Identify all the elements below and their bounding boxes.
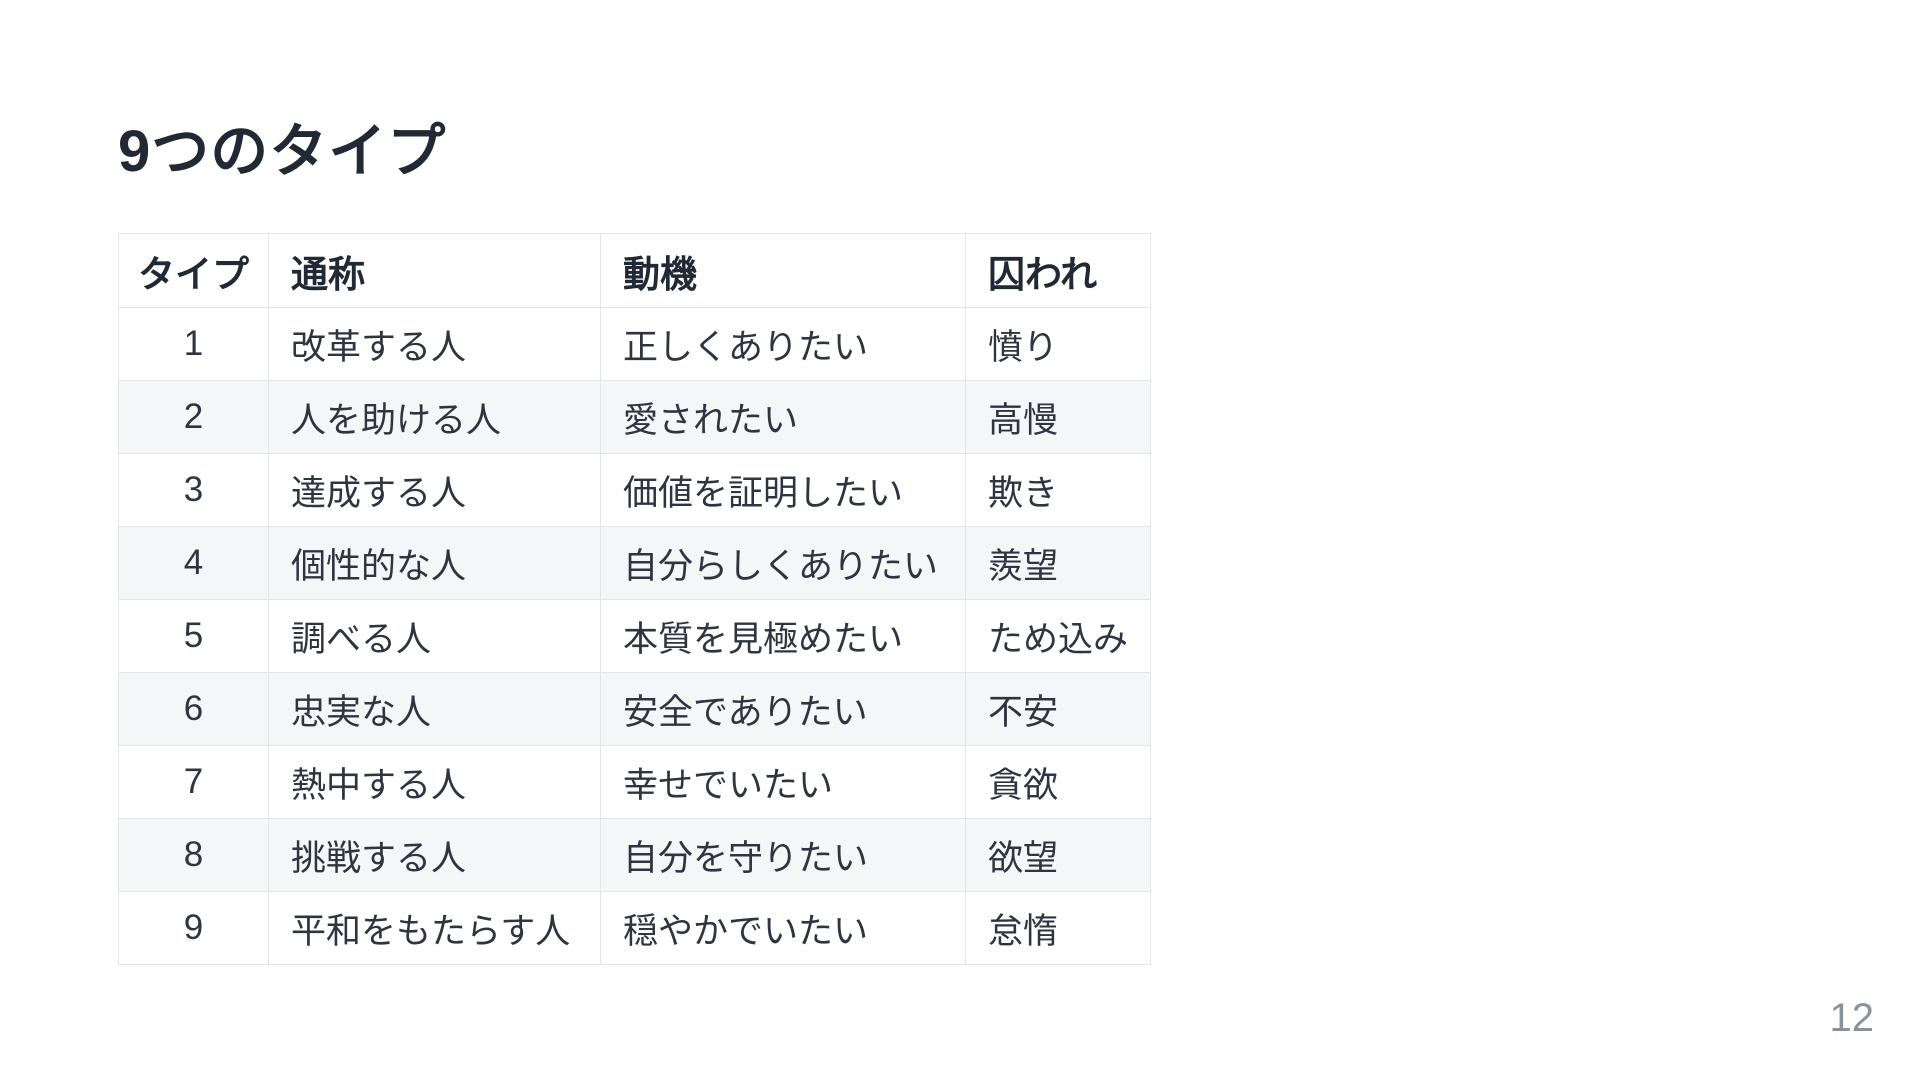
column-header-name: 通称 (268, 233, 601, 308)
cell-name: 熱中する人 (268, 745, 601, 819)
table-row: 9 平和をもたらす人 穏やかでいたい 怠惰 (118, 891, 1151, 965)
column-header-type: タイプ (118, 233, 269, 308)
cell-motivation: 自分を守りたい (600, 818, 966, 892)
cell-type: 1 (118, 307, 269, 381)
cell-name: 改革する人 (268, 307, 601, 381)
cell-type: 6 (118, 672, 269, 746)
cell-type: 3 (118, 453, 269, 527)
cell-type: 4 (118, 526, 269, 600)
cell-name: 平和をもたらす人 (268, 891, 601, 965)
table-row: 8 挑戦する人 自分を守りたい 欲望 (118, 818, 1151, 892)
cell-name: 個性的な人 (268, 526, 601, 600)
cell-type: 7 (118, 745, 269, 819)
table-row: 3 達成する人 価値を証明したい 欺き (118, 453, 1151, 527)
cell-fixation: 羨望 (965, 526, 1151, 600)
column-header-motivation: 動機 (600, 233, 966, 308)
cell-motivation: 幸せでいたい (600, 745, 966, 819)
cell-fixation: 不安 (965, 672, 1151, 746)
cell-type: 2 (118, 380, 269, 454)
cell-name: 忠実な人 (268, 672, 601, 746)
cell-name: 達成する人 (268, 453, 601, 527)
cell-fixation: 怠惰 (965, 891, 1151, 965)
cell-type: 8 (118, 818, 269, 892)
table-row: 5 調べる人 本質を見極めたい ため込み (118, 599, 1151, 673)
cell-fixation: 憤り (965, 307, 1151, 381)
table-row: 1 改革する人 正しくありたい 憤り (118, 307, 1151, 381)
cell-motivation: 穏やかでいたい (600, 891, 966, 965)
cell-type: 5 (118, 599, 269, 673)
page-number: 12 (1829, 996, 1875, 1040)
page-title: 9つのタイプ (118, 119, 447, 184)
table-row: 2 人を助ける人 愛されたい 高慢 (118, 380, 1151, 454)
cell-name: 挑戦する人 (268, 818, 601, 892)
cell-name: 人を助ける人 (268, 380, 601, 454)
table-row: 7 熱中する人 幸せでいたい 貪欲 (118, 745, 1151, 819)
column-header-fixation: 囚われ (965, 233, 1151, 308)
cell-type: 9 (118, 891, 269, 965)
cell-motivation: 安全でありたい (600, 672, 966, 746)
cell-fixation: ため込み (965, 599, 1151, 673)
cell-motivation: 本質を見極めたい (600, 599, 966, 673)
cell-fixation: 貪欲 (965, 745, 1151, 819)
cell-fixation: 欺き (965, 453, 1151, 527)
cell-motivation: 正しくありたい (600, 307, 966, 381)
cell-motivation: 価値を証明したい (600, 453, 966, 527)
table-row: 6 忠実な人 安全でありたい 不安 (118, 672, 1151, 746)
cell-name: 調べる人 (268, 599, 601, 673)
cell-motivation: 愛されたい (600, 380, 966, 454)
enneagram-types-table: タイプ 通称 動機 囚われ 1 改革する人 正しくありたい 憤り 2 人を助ける… (118, 233, 1151, 965)
cell-motivation: 自分らしくありたい (600, 526, 966, 600)
table-row: 4 個性的な人 自分らしくありたい 羨望 (118, 526, 1151, 600)
cell-fixation: 高慢 (965, 380, 1151, 454)
table-header-row: タイプ 通称 動機 囚われ (118, 233, 1151, 308)
cell-fixation: 欲望 (965, 818, 1151, 892)
